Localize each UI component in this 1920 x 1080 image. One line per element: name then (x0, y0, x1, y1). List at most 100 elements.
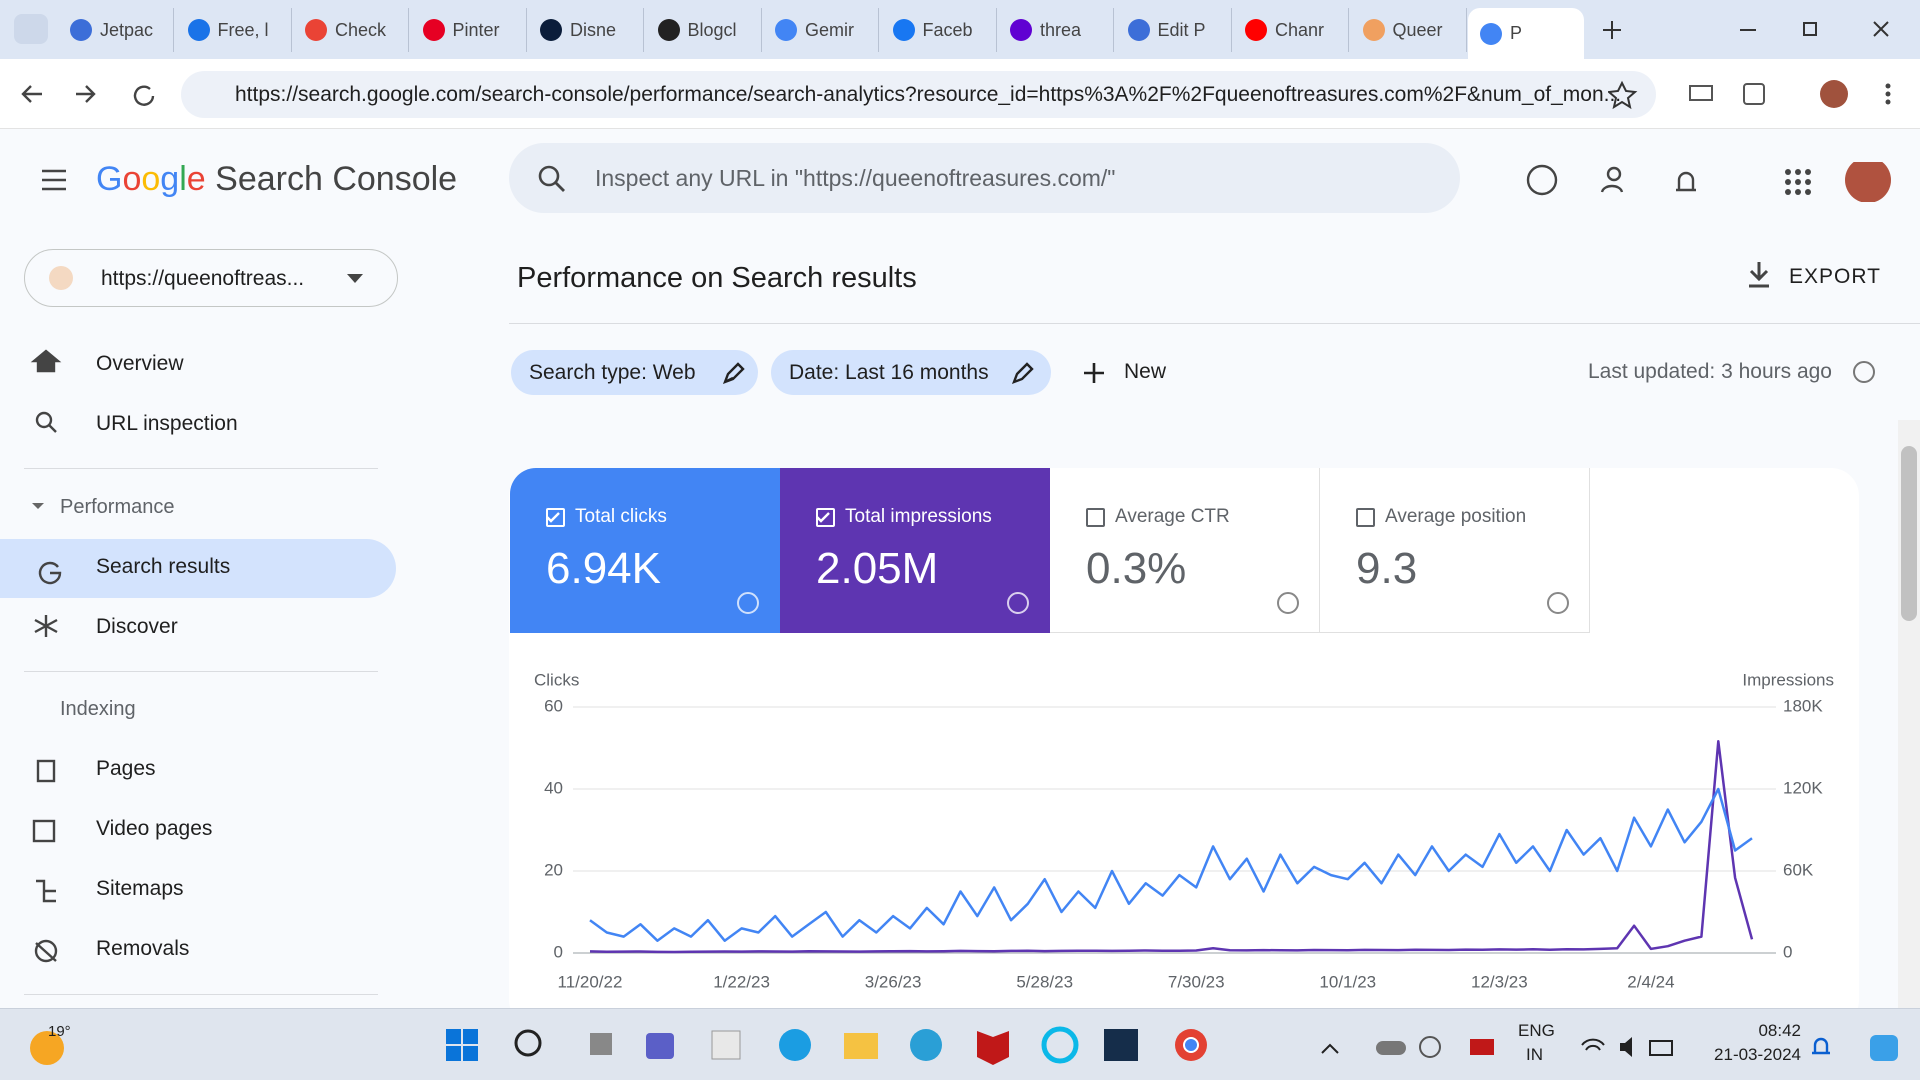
browser-tab[interactable]: Faceb (881, 8, 997, 52)
x-tick-label: 12/3/23 (1471, 972, 1528, 991)
taskbar-apps[interactable] (440, 1023, 1220, 1069)
nav-item[interactable]: Removals (96, 937, 190, 960)
url-inspect-search[interactable]: Inspect any URL in "https://queenoftreas… (509, 143, 1460, 213)
tab-favicon (305, 19, 327, 41)
nav-heading[interactable]: Indexing (60, 698, 136, 720)
metric-card[interactable]: Total clicks 6.94K (510, 468, 780, 633)
metric-value: 6.94K (546, 544, 661, 593)
nav-item[interactable]: Discover (96, 615, 178, 638)
browser-tab[interactable]: Jetpac (58, 8, 174, 52)
page-title: Performance on Search results (517, 262, 917, 294)
chip-label: Search type: Web (529, 361, 696, 384)
clock-date[interactable]: 21-03-2024 (1714, 1045, 1801, 1064)
x-tick-label: 10/1/23 (1319, 972, 1376, 991)
divider (509, 323, 1920, 324)
tab-bar: Jetpac Free, l Check Pinter Disne Blogcl Gemir… (0, 0, 1920, 59)
metric-card[interactable]: Total impressions 2.05M (780, 468, 1050, 633)
clock-time[interactable]: 08:42 (1758, 1021, 1801, 1040)
logo[interactable]: Google Search Console (96, 160, 457, 199)
tab-title: P (1510, 23, 1523, 43)
tab-title: Queer (1392, 19, 1443, 40)
browser-tab[interactable]: P (1468, 8, 1584, 59)
product-name: Search Console (215, 160, 458, 198)
nav-item[interactable]: URL inspection (96, 412, 238, 435)
url-bar[interactable]: https://search.google.com/search-console… (181, 71, 1656, 118)
y2-tick-label: 180K (1783, 696, 1823, 715)
browser-tab[interactable]: threa (998, 8, 1114, 52)
tab-favicon (775, 19, 797, 41)
browser-tab[interactable]: Chanr (1233, 8, 1349, 52)
check-marks (816, 512, 830, 523)
y2-axis-title: Impressions (1742, 670, 1834, 689)
nav-item[interactable]: Search results (96, 555, 231, 578)
tab-title: Pinter (452, 19, 500, 40)
chip-label: Date: Last 16 months (789, 361, 989, 384)
metric-label: Total impressions (845, 506, 992, 527)
tab-favicon (70, 19, 92, 41)
scroll-thumb[interactable] (1901, 446, 1917, 621)
nav-buttons[interactable] (20, 81, 160, 107)
y2-tick-label: 60K (1783, 860, 1814, 879)
metric-label: Total clicks (575, 506, 667, 527)
system-tray[interactable] (1320, 1033, 1680, 1061)
series-line (589, 787, 1753, 942)
metric-label: Average CTR (1115, 506, 1230, 527)
filter-chip[interactable]: Search type: Web (511, 350, 758, 395)
browser-tab[interactable]: Check (293, 8, 409, 52)
tab-favicon (1362, 19, 1385, 41)
filter-chip[interactable]: Date: Last 16 months (771, 350, 1051, 395)
region[interactable]: IN (1526, 1045, 1543, 1064)
last-updated: Last updated: 3 hours ago (1587, 360, 1832, 383)
nav-item[interactable]: Video pages (96, 817, 213, 840)
metric-label: Average position (1385, 506, 1527, 527)
y-tick-label: 0 (554, 942, 563, 961)
browser-tab[interactable]: Free, l (176, 8, 292, 52)
metric-card[interactable]: Average CTR 0.3% (1050, 468, 1320, 633)
browser-tab[interactable]: Queer (1351, 8, 1467, 52)
help-icon[interactable] (1852, 360, 1876, 384)
tab-favicon (422, 19, 445, 41)
tab-title: Free, l (217, 19, 269, 40)
scrollbar[interactable] (1898, 420, 1920, 1008)
new-filter[interactable]: New (1124, 360, 1167, 383)
nav-heading[interactable]: Performance (60, 496, 175, 518)
nav-item[interactable]: Sitemaps (96, 877, 184, 900)
tab-favicon (892, 19, 915, 41)
temperature: 19° (48, 1023, 71, 1040)
export-button[interactable]: EXPORT (1789, 265, 1881, 288)
property-selector[interactable]: https://queenoftreas... (24, 249, 398, 307)
tab-title: Edit P (1157, 19, 1206, 40)
metric-card[interactable]: Average position 9.3 (1320, 468, 1590, 633)
tab-favicon (1010, 19, 1032, 41)
browser-tab[interactable]: Disne (528, 8, 644, 52)
header-icons[interactable] (1524, 162, 1904, 202)
nav-item[interactable]: Overview (96, 352, 184, 375)
browser-tab[interactable]: Gemir (763, 8, 879, 52)
browser-tab[interactable]: Blogcl (646, 8, 762, 52)
browser-tab[interactable]: Pinter (411, 8, 527, 52)
edit-icons (722, 362, 745, 385)
y2-tick-label: 0 (1783, 942, 1792, 961)
tab-title: Gemir (805, 19, 854, 40)
property-url: https://queenoftreas... (101, 267, 305, 290)
x-tick-label: 5/28/23 (1016, 972, 1073, 991)
nav-active-bg (0, 539, 396, 598)
metric-value: 9.3 (1356, 544, 1418, 593)
new-tab[interactable] (1600, 18, 1624, 42)
browser-tab[interactable]: Edit P (1116, 8, 1232, 52)
x-tick-label: 1/22/23 (713, 972, 770, 991)
weather-icon[interactable] (30, 1031, 64, 1065)
menu-icon[interactable] (40, 168, 68, 192)
export-icon[interactable] (1746, 260, 1772, 290)
toolbar-icons[interactable] (1608, 80, 1908, 110)
x-tick-label: 2/4/24 (1627, 972, 1674, 991)
taskbar: 19° ENG IN 08:42 21-03-2024 (0, 1008, 1920, 1080)
window-controls[interactable] (1738, 18, 1918, 42)
nav-item[interactable]: Pages (96, 757, 156, 780)
tray-right[interactable] (1806, 1031, 1916, 1065)
language[interactable]: ENG (1518, 1021, 1555, 1040)
tab-search[interactable] (14, 14, 48, 44)
metric-value: 0.3% (1086, 544, 1187, 593)
tab-favicon (1127, 19, 1150, 41)
